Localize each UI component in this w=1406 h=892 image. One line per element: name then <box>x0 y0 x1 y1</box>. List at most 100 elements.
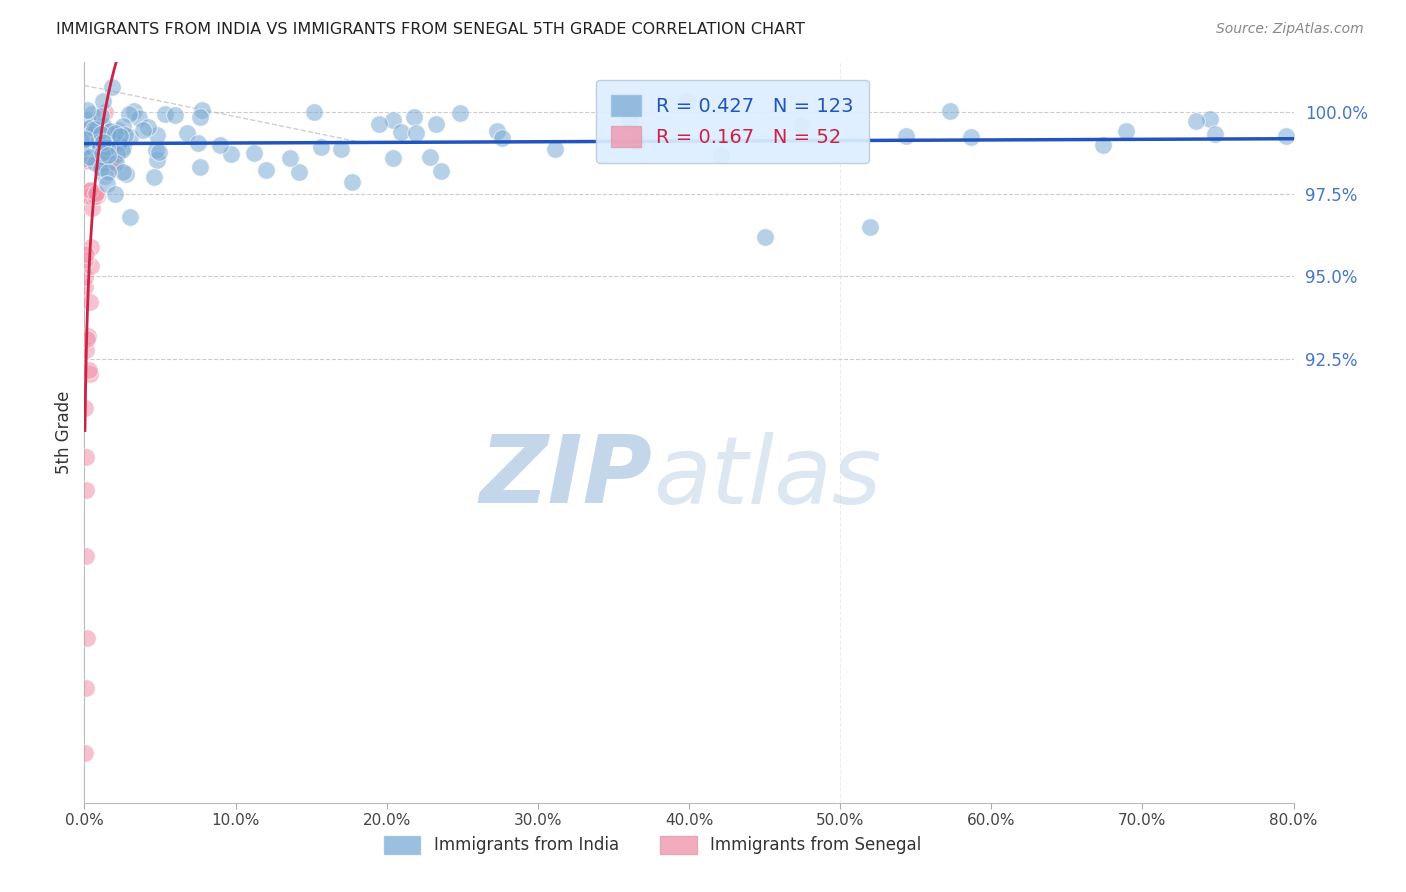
Point <box>142 169 165 184</box>
Point <box>90 136 112 150</box>
Point <box>107 136 129 151</box>
Point <box>79 150 101 164</box>
Point <box>80 259 103 273</box>
Point <box>77 121 100 136</box>
Point <box>94 136 117 150</box>
Y-axis label: 5th Grade: 5th Grade <box>55 391 73 475</box>
Point <box>76 332 98 346</box>
Text: atlas: atlas <box>652 432 882 523</box>
Point <box>89 150 111 164</box>
Point <box>76 153 98 167</box>
Point <box>894 129 917 144</box>
Point <box>91 135 114 149</box>
Point <box>86 188 108 202</box>
Point <box>107 122 129 136</box>
Point <box>86 136 108 150</box>
Point <box>87 138 110 153</box>
Point <box>91 94 114 108</box>
Point <box>77 145 100 160</box>
Point <box>402 110 425 124</box>
Point <box>94 151 117 165</box>
Point <box>77 138 100 153</box>
Point <box>79 239 101 253</box>
Point <box>75 343 97 357</box>
Point <box>118 210 141 224</box>
Point <box>91 135 114 149</box>
Point <box>93 143 115 157</box>
Point <box>87 141 110 155</box>
Point <box>110 128 132 143</box>
Point <box>90 136 112 151</box>
Point <box>104 187 127 202</box>
Point <box>96 132 118 146</box>
Text: IMMIGRANTS FROM INDIA VS IMMIGRANTS FROM SENEGAL 5TH GRADE CORRELATION CHART: IMMIGRANTS FROM INDIA VS IMMIGRANTS FROM… <box>56 22 806 37</box>
Point <box>163 108 186 122</box>
Point <box>87 136 110 150</box>
Point <box>83 189 105 203</box>
Point <box>79 367 101 381</box>
Point <box>98 124 121 138</box>
Point <box>93 118 115 132</box>
Point <box>425 117 447 131</box>
Point <box>112 140 135 154</box>
Point <box>960 130 983 145</box>
Point <box>84 186 107 201</box>
Point <box>77 329 100 343</box>
Point <box>208 137 231 152</box>
Point <box>75 483 97 498</box>
Point <box>288 164 311 178</box>
Text: ZIP: ZIP <box>479 431 652 523</box>
Point <box>626 135 648 149</box>
Point <box>80 140 103 154</box>
Point <box>105 146 128 161</box>
Point <box>145 143 167 157</box>
Point <box>544 142 567 156</box>
Point <box>381 113 404 128</box>
Point <box>82 130 104 145</box>
Point <box>1199 112 1222 127</box>
Point <box>89 140 111 154</box>
Point <box>429 163 451 178</box>
Text: Source: ZipAtlas.com: Source: ZipAtlas.com <box>1216 22 1364 37</box>
Point <box>302 104 325 119</box>
Point <box>90 109 112 123</box>
Point <box>75 247 97 261</box>
Point <box>83 122 105 136</box>
Point <box>97 136 120 150</box>
Point <box>114 128 136 142</box>
Point <box>76 153 98 168</box>
Point <box>86 130 108 145</box>
Point <box>90 134 112 148</box>
Point <box>754 230 776 244</box>
Point <box>97 148 120 162</box>
Point <box>188 161 211 175</box>
Point <box>128 111 150 125</box>
Point <box>77 189 100 203</box>
Point <box>75 747 97 761</box>
Point <box>368 117 391 131</box>
Point <box>79 183 101 197</box>
Point <box>132 123 155 137</box>
Point <box>90 128 112 142</box>
Legend: Immigrants from India, Immigrants from Senegal: Immigrants from India, Immigrants from S… <box>377 829 928 861</box>
Point <box>155 107 177 121</box>
Point <box>278 151 301 165</box>
Point <box>120 129 142 144</box>
Point <box>101 132 124 146</box>
Point <box>93 120 115 134</box>
Point <box>91 155 114 169</box>
Point <box>80 136 103 150</box>
Point <box>1275 128 1298 143</box>
Point <box>87 140 110 154</box>
Point <box>75 151 97 165</box>
Point <box>75 681 97 695</box>
Point <box>82 201 104 215</box>
Point <box>219 147 242 161</box>
Point <box>96 137 118 152</box>
Point <box>77 362 100 376</box>
Point <box>187 136 209 150</box>
Point <box>101 155 124 169</box>
Point <box>75 549 97 563</box>
Point <box>75 450 97 465</box>
Point <box>97 125 120 139</box>
